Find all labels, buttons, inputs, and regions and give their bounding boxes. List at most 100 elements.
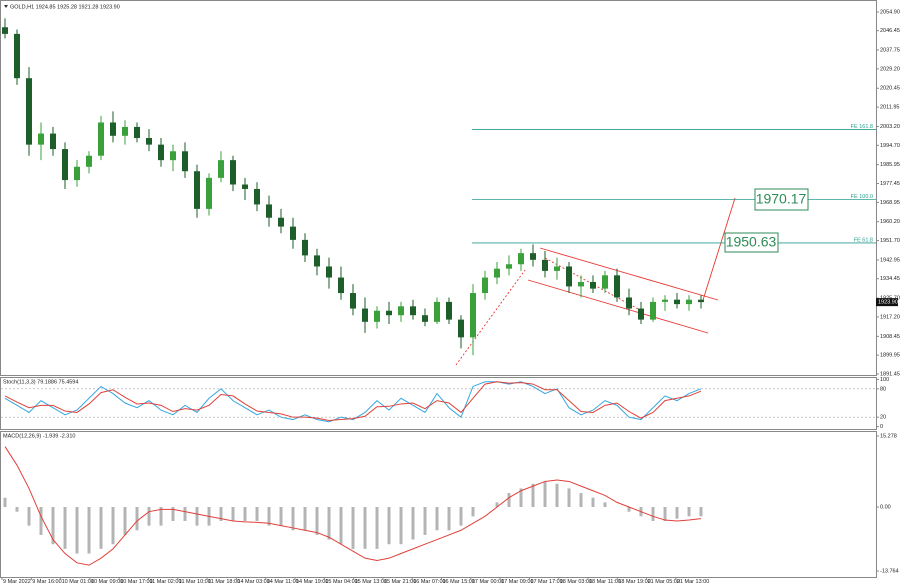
y-tick-label: 0 <box>880 424 883 430</box>
macd-title: MACD(12,26,9) -1.939 -2.310 <box>3 433 75 439</box>
y-tick-label: 1985.95 <box>880 162 900 168</box>
y-tick-label: 1951.70 <box>880 238 900 244</box>
fib-label: FE 61.8 <box>854 237 873 243</box>
candle-body <box>662 299 668 302</box>
x-tick-label: 17 Mar 09:00 <box>501 579 533 585</box>
y-tick-label: 1917.20 <box>880 314 900 320</box>
price-panel <box>0 0 877 376</box>
candle-body <box>386 310 392 316</box>
macd-bar <box>519 488 523 508</box>
y-tick-label: 1899.95 <box>880 353 900 359</box>
x-tick-label: 16 Mar 07:00 <box>413 579 445 585</box>
y-tick-label: 1942.95 <box>880 257 900 263</box>
macd-bar <box>435 507 439 531</box>
candle-body <box>590 281 596 289</box>
macd-bar <box>15 507 19 512</box>
macd-bar <box>387 507 391 545</box>
macd-bar <box>495 502 499 508</box>
x-tick-label: 18 Mar 03:00 <box>560 579 592 585</box>
y-tick-label: 80 <box>880 386 886 392</box>
macd-bar <box>75 507 79 554</box>
x-tick-label: 15 Mar 13:00 <box>355 579 387 585</box>
y-tick-label: 2029.20 <box>880 66 900 72</box>
macd-bar <box>423 507 427 535</box>
candle-body <box>98 122 104 156</box>
macd-bar <box>171 507 175 521</box>
macd-bar <box>375 507 379 549</box>
candle-body <box>698 299 704 303</box>
candle-body <box>374 310 380 322</box>
macd-bar <box>183 507 187 521</box>
candle-body <box>410 306 416 316</box>
candle-body <box>470 293 476 338</box>
macd-bar <box>99 507 103 549</box>
candle-body <box>566 266 572 287</box>
y-tick-label: 2037.75 <box>880 47 900 53</box>
x-tick-label: 17 Mar 00:00 <box>472 579 504 585</box>
callout-box <box>724 232 779 253</box>
candle-body <box>338 277 344 294</box>
macd-panel <box>0 431 877 578</box>
x-tick-label: 9 Mar 2022 <box>3 579 31 585</box>
macd-bar <box>243 507 247 521</box>
candle-body <box>602 275 608 289</box>
candle-body <box>302 239 308 256</box>
macd-bar <box>543 481 547 508</box>
macd-bar <box>339 507 343 545</box>
candle-body <box>482 277 488 294</box>
fib-label: FE 100.0 <box>851 194 873 200</box>
y-tick-label: 15.278 <box>880 433 897 439</box>
channel-upper <box>539 247 719 301</box>
candle-body <box>626 297 632 309</box>
y-tick-label: 2054.90 <box>880 9 900 15</box>
candle-body <box>530 253 536 260</box>
y-tick-label: 2020.45 <box>880 86 900 92</box>
candle-body <box>50 133 56 150</box>
macd-bar <box>351 507 355 549</box>
candle-body <box>278 217 284 227</box>
candle-body <box>350 293 356 309</box>
macd-bar <box>411 507 415 540</box>
x-tick-label: 11 Mar 10:00 <box>179 579 211 585</box>
macd-bar <box>27 507 31 526</box>
x-tick-label: 15 Mar 04:00 <box>325 579 357 585</box>
x-tick-label: 15 Mar 21:00 <box>384 579 416 585</box>
candle-body <box>674 299 680 305</box>
candle-body <box>362 308 368 322</box>
candle-body <box>494 268 500 278</box>
y-tick-label: 1908.45 <box>880 334 900 340</box>
macd-bar <box>675 507 679 519</box>
candle-body <box>266 204 272 218</box>
macd-bar <box>363 507 367 549</box>
fib-label: FE 161.8 <box>851 124 873 130</box>
stoch-panel <box>0 377 877 430</box>
candle-body <box>62 149 68 181</box>
x-tick-label: 17 Mar 17:00 <box>530 579 562 585</box>
candle-body <box>2 27 8 34</box>
macd-bar <box>123 507 127 535</box>
macd-bar <box>591 497 595 508</box>
candle-body <box>506 264 512 269</box>
candle-body <box>86 155 92 167</box>
x-tick-label: 10 Mar 01:00 <box>62 579 94 585</box>
x-tick-label: 9 Mar 16:00 <box>32 579 61 585</box>
projection-line <box>702 197 736 301</box>
y-tick-label: 20 <box>880 415 886 421</box>
callout-text: 1970.17 <box>756 191 807 207</box>
dotted-line <box>455 269 526 366</box>
macd-bar <box>699 507 703 517</box>
macd-bar <box>507 493 511 508</box>
macd-bar <box>471 507 475 517</box>
candle-body <box>218 160 224 178</box>
y-tick-label: 2046.45 <box>880 28 900 34</box>
title-icon <box>4 5 8 8</box>
macd-bar <box>63 507 67 549</box>
signal-line <box>4 446 702 566</box>
candle-body <box>110 122 116 136</box>
candle-body <box>194 171 200 209</box>
x-tick-label: 11 Mar 02:00 <box>150 579 182 585</box>
x-tick-label: 18 Mar 11:00 <box>589 579 621 585</box>
x-tick-label: 11 Mar 18:00 <box>208 579 240 585</box>
candle-body <box>254 188 260 205</box>
